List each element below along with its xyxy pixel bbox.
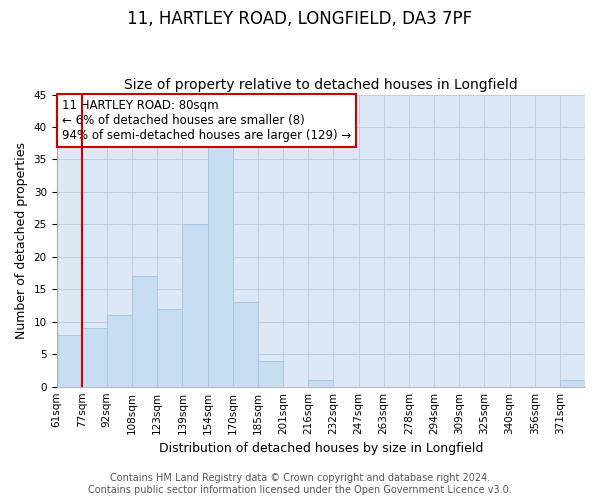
X-axis label: Distribution of detached houses by size in Longfield: Distribution of detached houses by size … (158, 442, 483, 455)
Bar (107, 316, 132, 386)
Bar (208, 146, 233, 386)
Text: 11 HARTLEY ROAD: 80sqm
← 6% of detached houses are smaller (8)
94% of semi-detac: 11 HARTLEY ROAD: 80sqm ← 6% of detached … (62, 99, 351, 142)
Bar (132, 276, 157, 386)
Bar (82, 328, 107, 386)
Bar (157, 309, 182, 386)
Y-axis label: Number of detached properties: Number of detached properties (15, 142, 28, 339)
Bar (56, 334, 82, 386)
Bar (182, 224, 208, 386)
Text: 11, HARTLEY ROAD, LONGFIELD, DA3 7PF: 11, HARTLEY ROAD, LONGFIELD, DA3 7PF (127, 10, 473, 28)
Bar (560, 380, 585, 386)
Bar (233, 302, 258, 386)
Bar (308, 380, 334, 386)
Title: Size of property relative to detached houses in Longfield: Size of property relative to detached ho… (124, 78, 518, 92)
Text: Contains HM Land Registry data © Crown copyright and database right 2024.
Contai: Contains HM Land Registry data © Crown c… (88, 474, 512, 495)
Bar (258, 360, 283, 386)
